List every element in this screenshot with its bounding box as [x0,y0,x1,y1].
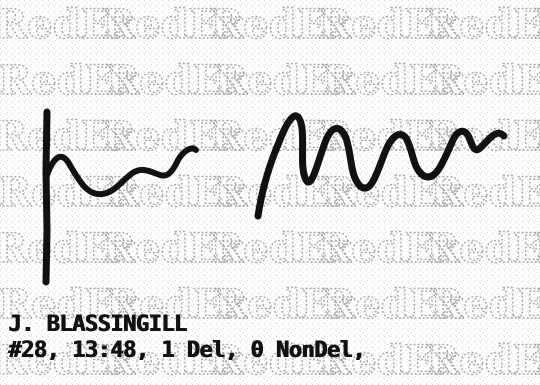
watermark-tile: RedEx [210,337,352,384]
watermark-tile: RedEx [430,57,540,104]
watermark-tile: RedEx [0,337,136,384]
signature-left-stroke [42,108,51,286]
watermark-tile: RedEx [322,281,464,328]
watermark-tile: RedEx [0,113,136,160]
watermark-tile: RedEx [426,337,540,384]
watermark-tile: RedEx [538,281,540,328]
watermark-tile: RedEx [538,169,540,216]
watermark-tile: RedEx [0,57,140,104]
watermark-tile: RedEx [534,113,540,160]
watermark-tile: RedEx [106,281,248,328]
watermark-tile: RedEx [318,1,460,48]
watermark-tile: RedEx [210,225,352,272]
watermark-tile: RedEx [318,225,460,272]
watermark-tile: RedEx [102,337,244,384]
signature-left-loop [43,145,199,198]
watermark-tile: RedEx [534,1,540,48]
watermark-tile: RedEx [534,337,540,384]
watermark-tile: RedEx [214,57,356,104]
watermark-tile: RedEx [0,169,140,216]
watermark-tile: RedEx [106,57,248,104]
watermark-tile: RedEx [214,169,356,216]
watermark-tile: RedEx [322,169,464,216]
watermark-tile: RedEx [430,169,540,216]
watermark-tile: RedEx [426,1,540,48]
watermark-tile: RedEx [318,113,460,160]
signer-name: J. BLASSINGILL [8,312,187,337]
signature-right-scrawl [254,112,508,220]
watermark-tile: RedEx [102,1,244,48]
watermark-tile: RedEx [426,225,540,272]
watermark-tile: RedEx [0,281,140,328]
delivery-details: #28, 13:48, 1 Del, 0 NonDel, [8,338,365,363]
watermark-tile: RedEx [318,337,460,384]
watermark-tile: RedEx [210,1,352,48]
watermark-tile: RedEx [214,281,356,328]
watermark-tile: RedEx [534,225,540,272]
watermark-tile: RedEx [538,57,540,104]
watermark-tile: RedEx [322,57,464,104]
watermark-tile: RedEx [102,225,244,272]
watermark-tile: RedEx [0,1,136,48]
watermark-tile: RedEx [102,113,244,160]
watermark-tile: RedEx [0,225,136,272]
watermark-tile: RedEx [430,281,540,328]
